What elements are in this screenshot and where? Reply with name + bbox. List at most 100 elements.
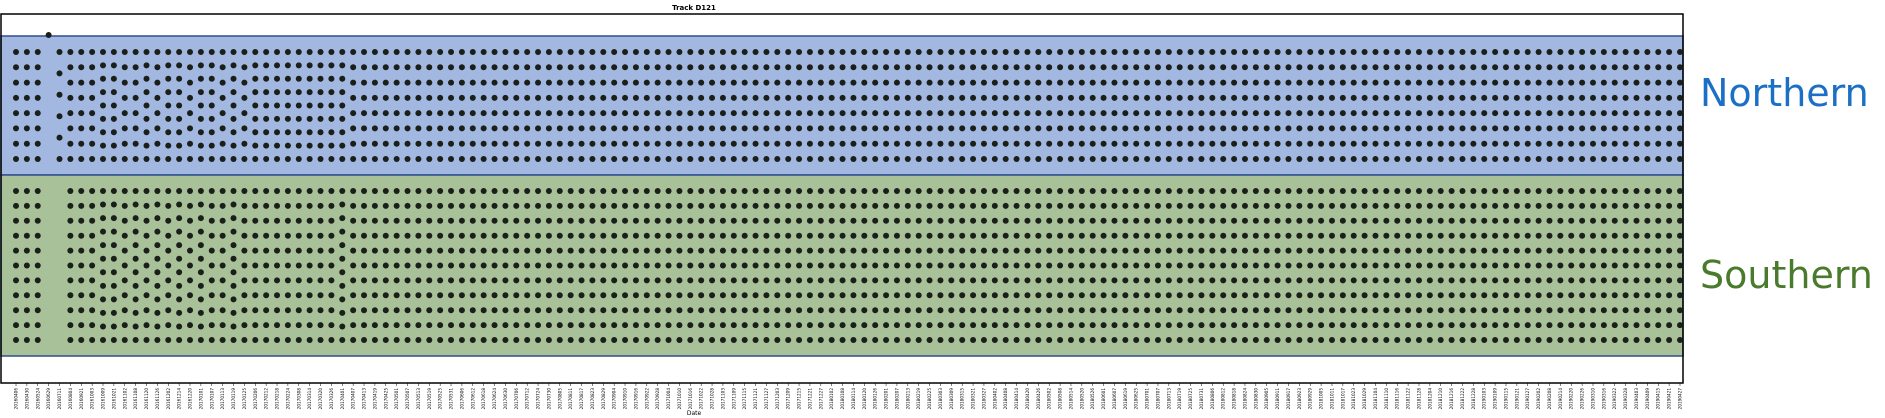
point-northern [861,64,868,71]
point-northern [491,125,498,132]
point-northern [1285,64,1292,71]
point-northern [1067,94,1074,101]
point-southern [535,202,542,209]
point-northern [437,156,444,162]
point-northern [524,110,531,117]
point-northern [698,64,705,71]
point-northern [1002,79,1009,86]
point-southern [785,262,792,269]
point-southern [1100,202,1107,209]
point-northern [970,125,977,132]
point-northern [676,94,683,101]
point-southern [89,337,96,343]
point-southern [806,232,813,239]
point-northern [1568,79,1575,86]
point-northern [1350,156,1357,162]
point-southern [1318,188,1325,194]
x-tick-label: 20180911 [1275,388,1280,410]
point-southern [1078,307,1085,314]
point-southern [1057,262,1064,269]
point-southern [1328,322,1335,329]
point-northern [1035,94,1042,101]
point-northern [67,110,74,117]
point-southern [991,232,998,239]
point-northern [1046,94,1053,101]
point-southern [306,262,313,269]
point-northern [1666,110,1673,117]
point-southern [437,202,444,209]
point-southern [154,296,161,303]
point-northern [317,62,324,69]
point-northern [1579,140,1586,147]
point-northern [850,140,857,147]
point-southern [774,337,781,343]
point-northern [883,156,890,162]
point-northern [1252,94,1259,101]
point-northern [404,79,411,86]
point-southern [1513,322,1520,329]
point-southern [1677,202,1683,209]
point-southern [850,202,857,209]
point-northern [763,49,770,55]
point-southern [1111,247,1118,254]
point-southern [1557,202,1564,209]
point-southern [165,247,172,254]
point-northern [1405,79,1412,86]
point-northern [176,49,183,55]
point-northern [556,94,563,101]
point-southern [1568,337,1575,343]
point-northern [176,129,183,136]
point-southern [1361,232,1368,239]
point-northern [328,89,335,96]
x-tick-label: 20160921 [79,388,84,410]
point-northern [284,102,291,109]
point-southern [1100,337,1107,343]
point-northern [143,142,150,149]
point-northern [904,64,911,71]
point-northern [1318,156,1325,162]
point-southern [1078,188,1085,194]
point-southern [1078,277,1085,284]
point-southern [1415,217,1422,224]
point-southern [556,262,563,269]
point-southern [926,202,933,209]
point-southern [448,217,455,224]
point-southern [1655,307,1662,314]
point-southern [1437,322,1444,329]
point-southern [121,217,128,224]
point-southern [948,202,955,209]
point-northern [817,110,824,117]
point-southern [1372,247,1379,254]
point-southern [197,255,204,262]
point-southern [154,309,161,316]
point-southern [1307,292,1314,299]
point-southern [817,307,824,314]
point-southern [230,269,237,276]
point-northern [491,94,498,101]
point-northern [1046,49,1053,55]
point-southern [437,292,444,299]
point-southern [654,232,661,239]
point-southern [589,232,596,239]
point-southern [1002,202,1009,209]
x-tick-label: 20170326 [329,388,334,410]
point-northern [393,125,400,132]
point-southern [208,292,215,299]
point-northern [1513,140,1520,147]
point-southern [339,269,346,276]
point-southern [665,292,672,299]
point-southern [284,337,291,343]
point-southern [328,292,335,299]
point-northern [817,64,824,71]
x-tick-label: 20171127 [764,388,769,410]
point-northern [219,79,226,86]
point-southern [632,232,639,239]
point-northern [1024,110,1031,117]
point-northern [937,49,944,55]
point-southern [535,247,542,254]
point-southern [448,277,455,284]
point-northern [78,64,85,71]
point-southern [1481,277,1488,284]
point-southern [1307,217,1314,224]
point-northern [132,49,139,55]
